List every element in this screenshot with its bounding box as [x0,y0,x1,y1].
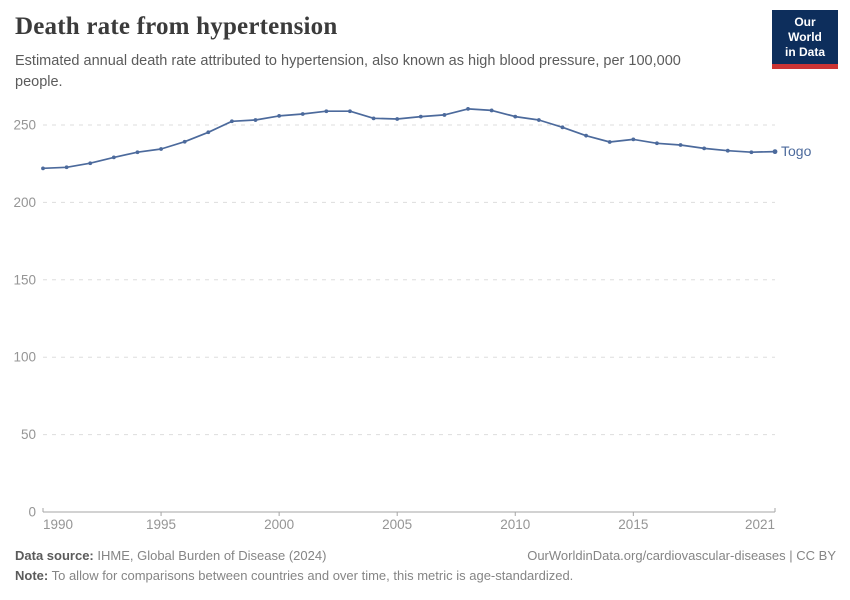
x-tick-label: 2005 [382,517,412,532]
note-label: Note: [15,568,49,583]
note-value: To allow for comparisons between countri… [51,568,574,583]
x-tick-label: 2015 [618,517,648,532]
series-line-togo[interactable] [42,108,776,170]
y-tick-label: 100 [13,350,36,365]
y-tick-label: 150 [13,272,36,287]
x-tick-label: 2021 [745,517,775,532]
y-tick-label: 50 [21,427,36,442]
data-point[interactable] [324,109,329,114]
x-tick-label: 1995 [146,517,176,532]
owid-logo-line1: Our World [788,15,822,44]
data-point[interactable] [88,161,93,166]
data-point[interactable] [772,149,778,155]
series-label-togo[interactable]: Togo [781,143,812,159]
data-point[interactable] [607,140,612,144]
data-point[interactable] [725,148,730,153]
data-point[interactable] [678,143,683,147]
attribution-license: | CC BY [789,548,836,563]
data-point[interactable] [371,116,376,121]
data-point[interactable] [631,137,636,142]
data-point[interactable] [749,150,754,155]
data-point[interactable] [584,133,588,138]
data-point[interactable] [489,108,494,113]
y-tick-label: 200 [13,195,36,210]
chart-subtitle: Estimated annual death rate attributed t… [15,53,681,90]
data-point[interactable] [253,118,258,122]
owid-logo[interactable]: Our World in Data [772,10,838,69]
chart-footer: Data source: IHME, Global Burden of Dise… [15,546,836,586]
x-tick-label: 2000 [264,517,294,532]
page-title: Death rate from hypertension [15,13,338,40]
x-tick-label: 1990 [43,517,73,532]
data-point[interactable] [41,166,45,171]
data-point[interactable] [702,146,707,151]
data-point[interactable] [230,119,234,124]
attribution-link[interactable]: OurWorldinData.org/cardiovascular-diseas… [527,548,786,563]
data-point[interactable] [395,117,400,121]
data-point[interactable] [560,125,565,130]
data-point[interactable] [135,150,140,155]
data-point[interactable] [536,118,541,122]
data-point[interactable] [418,114,423,119]
data-point[interactable] [182,139,187,144]
data-point[interactable] [300,112,305,116]
data-point[interactable] [348,109,352,114]
data-point[interactable] [64,165,69,170]
chart-note: Note: To allow for comparisons between c… [15,566,836,586]
data-source-label: Data source: [15,548,94,563]
data-point[interactable] [466,107,470,111]
data-point[interactable] [277,113,282,118]
owid-logo-line2: in Data [784,45,825,59]
x-tick-label: 2010 [500,517,530,532]
data-point[interactable] [159,147,163,151]
y-tick-label: 0 [28,505,36,520]
data-point[interactable] [513,114,518,119]
data-point[interactable] [206,130,211,135]
data-point[interactable] [111,155,116,160]
data-source: Data source: IHME, Global Burden of Dise… [15,546,326,566]
data-point[interactable] [655,141,659,146]
data-source-value: IHME, Global Burden of Disease (2024) [97,548,327,563]
data-point[interactable] [442,113,447,117]
y-tick-label: 250 [13,118,36,133]
attribution: OurWorldinData.org/cardiovascular-diseas… [527,546,836,566]
